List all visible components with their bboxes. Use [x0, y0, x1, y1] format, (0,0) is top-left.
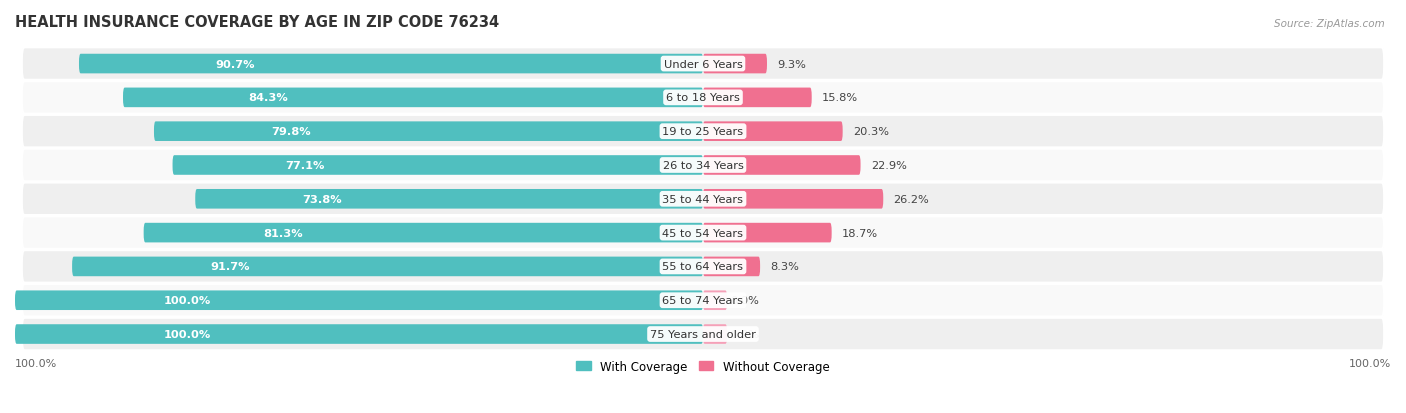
FancyBboxPatch shape — [22, 284, 1384, 317]
Text: 84.3%: 84.3% — [247, 93, 288, 103]
Text: 19 to 25 Years: 19 to 25 Years — [662, 127, 744, 137]
Text: Under 6 Years: Under 6 Years — [664, 59, 742, 69]
FancyBboxPatch shape — [22, 318, 1384, 350]
FancyBboxPatch shape — [703, 88, 811, 108]
FancyBboxPatch shape — [703, 156, 860, 176]
FancyBboxPatch shape — [173, 156, 703, 176]
Text: 90.7%: 90.7% — [215, 59, 254, 69]
FancyBboxPatch shape — [15, 291, 703, 310]
Text: 35 to 44 Years: 35 to 44 Years — [662, 195, 744, 204]
FancyBboxPatch shape — [72, 257, 703, 277]
Text: 75 Years and older: 75 Years and older — [650, 329, 756, 339]
Text: 81.3%: 81.3% — [264, 228, 304, 238]
FancyBboxPatch shape — [79, 55, 703, 74]
FancyBboxPatch shape — [122, 88, 703, 108]
Text: 65 to 74 Years: 65 to 74 Years — [662, 296, 744, 306]
Text: 26.2%: 26.2% — [894, 195, 929, 204]
FancyBboxPatch shape — [22, 82, 1384, 114]
Text: Source: ZipAtlas.com: Source: ZipAtlas.com — [1274, 19, 1385, 28]
Text: 77.1%: 77.1% — [285, 161, 325, 171]
Text: 8.3%: 8.3% — [770, 262, 799, 272]
FancyBboxPatch shape — [703, 223, 832, 243]
FancyBboxPatch shape — [703, 55, 768, 74]
FancyBboxPatch shape — [22, 150, 1384, 182]
FancyBboxPatch shape — [703, 122, 842, 142]
Text: 45 to 54 Years: 45 to 54 Years — [662, 228, 744, 238]
FancyBboxPatch shape — [155, 122, 703, 142]
Text: 0.0%: 0.0% — [731, 329, 759, 339]
Text: 100.0%: 100.0% — [15, 358, 58, 368]
Text: 9.3%: 9.3% — [778, 59, 806, 69]
Text: 0.0%: 0.0% — [731, 296, 759, 306]
Text: 55 to 64 Years: 55 to 64 Years — [662, 262, 744, 272]
Text: 79.8%: 79.8% — [271, 127, 311, 137]
FancyBboxPatch shape — [22, 217, 1384, 249]
FancyBboxPatch shape — [703, 190, 883, 209]
Text: 18.7%: 18.7% — [842, 228, 879, 238]
FancyBboxPatch shape — [703, 325, 727, 344]
FancyBboxPatch shape — [195, 190, 703, 209]
Text: 26 to 34 Years: 26 to 34 Years — [662, 161, 744, 171]
Legend: With Coverage, Without Coverage: With Coverage, Without Coverage — [572, 355, 834, 377]
Text: 15.8%: 15.8% — [823, 93, 858, 103]
FancyBboxPatch shape — [703, 291, 727, 310]
FancyBboxPatch shape — [143, 223, 703, 243]
FancyBboxPatch shape — [22, 116, 1384, 148]
FancyBboxPatch shape — [22, 48, 1384, 81]
Text: 6 to 18 Years: 6 to 18 Years — [666, 93, 740, 103]
Text: 100.0%: 100.0% — [163, 329, 211, 339]
Text: 22.9%: 22.9% — [870, 161, 907, 171]
Text: 100.0%: 100.0% — [1348, 358, 1391, 368]
Text: HEALTH INSURANCE COVERAGE BY AGE IN ZIP CODE 76234: HEALTH INSURANCE COVERAGE BY AGE IN ZIP … — [15, 15, 499, 30]
FancyBboxPatch shape — [22, 251, 1384, 283]
Text: 91.7%: 91.7% — [209, 262, 250, 272]
Text: 100.0%: 100.0% — [163, 296, 211, 306]
FancyBboxPatch shape — [15, 325, 703, 344]
Text: 73.8%: 73.8% — [302, 195, 342, 204]
FancyBboxPatch shape — [703, 257, 761, 277]
FancyBboxPatch shape — [22, 183, 1384, 216]
Text: 20.3%: 20.3% — [853, 127, 889, 137]
